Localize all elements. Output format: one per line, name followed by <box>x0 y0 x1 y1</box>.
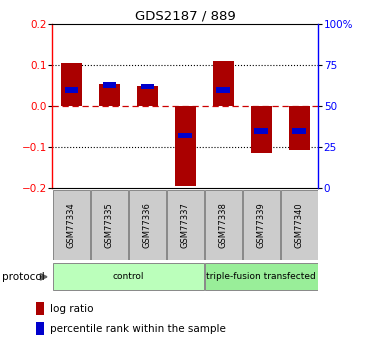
Bar <box>293 128 306 134</box>
Bar <box>289 106 310 150</box>
Bar <box>99 85 120 106</box>
Text: control: control <box>113 272 144 282</box>
Text: GSM77339: GSM77339 <box>257 202 266 248</box>
Text: triple-fusion transfected: triple-fusion transfected <box>206 272 316 282</box>
Bar <box>251 106 272 153</box>
Text: GSM77334: GSM77334 <box>67 202 76 248</box>
Bar <box>175 106 196 186</box>
Bar <box>137 86 158 106</box>
Bar <box>217 87 230 92</box>
FancyBboxPatch shape <box>91 190 128 260</box>
Bar <box>102 82 116 88</box>
Bar <box>36 323 44 335</box>
Text: GSM77340: GSM77340 <box>294 202 304 248</box>
Text: GSM77338: GSM77338 <box>219 202 228 248</box>
Bar <box>61 63 82 106</box>
FancyBboxPatch shape <box>243 190 280 260</box>
FancyBboxPatch shape <box>53 190 90 260</box>
FancyBboxPatch shape <box>129 190 166 260</box>
Text: GSM77336: GSM77336 <box>143 202 152 248</box>
Bar <box>255 128 268 134</box>
Bar <box>213 61 234 106</box>
Text: log ratio: log ratio <box>50 304 94 314</box>
Text: GSM77337: GSM77337 <box>181 202 190 248</box>
FancyBboxPatch shape <box>53 263 204 290</box>
FancyBboxPatch shape <box>204 263 318 290</box>
Title: GDS2187 / 889: GDS2187 / 889 <box>135 10 236 23</box>
Bar <box>36 302 44 315</box>
Text: percentile rank within the sample: percentile rank within the sample <box>50 324 226 334</box>
Text: protocol: protocol <box>2 272 45 282</box>
Bar <box>64 87 78 92</box>
FancyBboxPatch shape <box>205 190 242 260</box>
FancyBboxPatch shape <box>281 190 318 260</box>
Bar <box>178 133 192 138</box>
FancyBboxPatch shape <box>167 190 204 260</box>
Bar <box>140 83 154 89</box>
Text: GSM77335: GSM77335 <box>105 202 114 248</box>
